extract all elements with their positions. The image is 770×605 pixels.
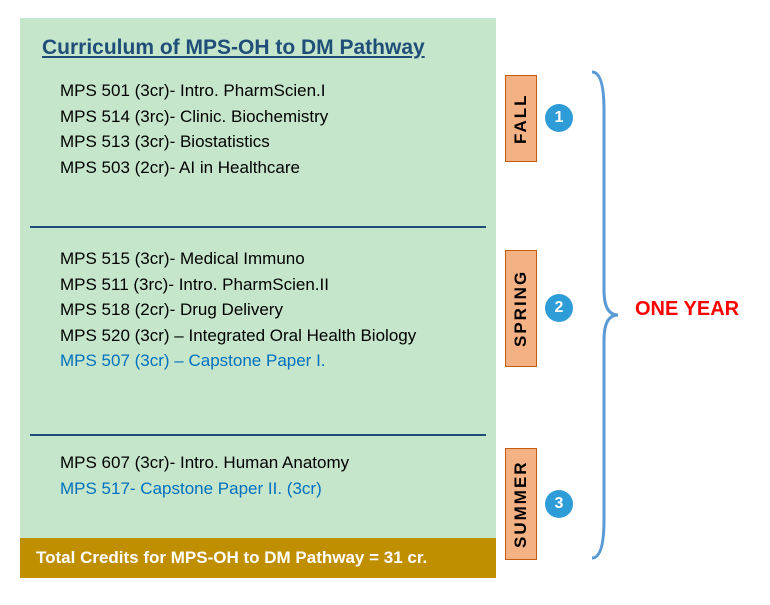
course-row: MPS 514 (3rc)- Clinic. Biochemistry	[60, 104, 476, 130]
course-row: MPS 520 (3cr) – Integrated Oral Health B…	[60, 323, 476, 349]
one-year-label: ONE YEAR	[635, 298, 739, 321]
course-row-highlight: MPS 517- Capstone Paper II. (3cr)	[60, 476, 476, 502]
course-row: MPS 607 (3cr)- Intro. Human Anatomy	[60, 450, 476, 476]
term-number-summer: 3	[545, 490, 573, 518]
course-row-highlight: MPS 507 (3cr) – Capstone Paper I.	[60, 348, 476, 374]
footer-total-credits: Total Credits for MPS-OH to DM Pathway =…	[20, 538, 496, 578]
term-label-spring: SPRING	[505, 250, 537, 367]
brace-icon	[590, 70, 620, 560]
term-label-summer: SUMMER	[505, 448, 537, 560]
curriculum-block: Curriculum of MPS-OH to DM Pathway MPS 5…	[20, 18, 496, 578]
course-row: MPS 511 (3rc)- Intro. PharmScien.II	[60, 272, 476, 298]
summer-section: MPS 607 (3cr)- Intro. Human Anatomy MPS …	[20, 436, 496, 540]
course-row: MPS 515 (3cr)- Medical Immuno	[60, 246, 476, 272]
course-row: MPS 501 (3cr)- Intro. PharmScien.I	[60, 78, 476, 104]
term-number-spring: 2	[545, 294, 573, 322]
course-row: MPS 503 (2cr)- AI in Healthcare	[60, 155, 476, 181]
curriculum-title: Curriculum of MPS-OH to DM Pathway	[20, 18, 496, 60]
course-row: MPS 513 (3cr)- Biostatistics	[60, 129, 476, 155]
course-row: MPS 518 (2cr)- Drug Delivery	[60, 297, 476, 323]
spring-section: MPS 515 (3cr)- Medical Immuno MPS 511 (3…	[20, 228, 496, 434]
term-number-fall: 1	[545, 104, 573, 132]
fall-section: MPS 501 (3cr)- Intro. PharmScien.I MPS 5…	[20, 60, 496, 226]
term-label-fall: FALL	[505, 75, 537, 162]
